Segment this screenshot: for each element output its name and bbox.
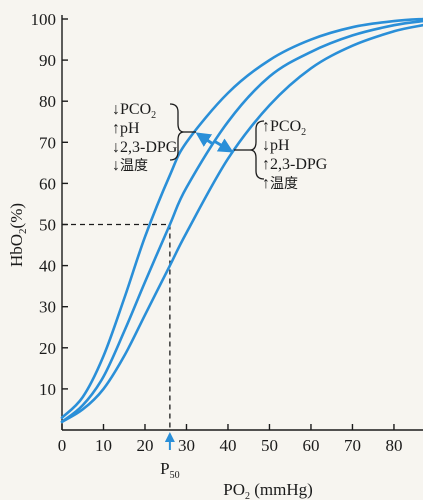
p50-label-base: P (160, 459, 169, 478)
y-tick-label: 40 (39, 257, 56, 276)
right-shift-annotation: ↑PCO2 ↓pH ↑2,3-DPG ↑温度 (234, 118, 328, 192)
left-factor-1: PCO (120, 101, 151, 118)
y-tick-label: 70 (39, 133, 56, 152)
right-annotation-line-4: ↑温度 (262, 175, 298, 192)
right-annotation-brace (249, 120, 265, 180)
p50-label-sub: 50 (170, 470, 180, 481)
x-tick-label: 0 (58, 436, 67, 455)
y-tick-label: 30 (39, 298, 56, 317)
x-axis-label: PO2 (mmHg) (223, 480, 313, 500)
dissociation-curves (60, 17, 423, 424)
y-axis-ticks: 10 20 30 40 50 60 70 80 90 100 (31, 10, 68, 399)
x-tick-label: 80 (385, 436, 402, 455)
left-arrow-1: ↓ (112, 101, 120, 118)
x-tick-label: 60 (302, 436, 319, 455)
y-tick-label: 10 (39, 380, 56, 399)
right-factor-1: PCO (270, 118, 301, 135)
dissociation-curve-2 (60, 19, 423, 424)
right-annotation-line-3: ↑2,3-DPG (262, 156, 328, 173)
dissociation-curve-1 (60, 17, 423, 419)
left-shift-annotation: ↓PCO2 ↑pH ↓2,3-DPG ↓温度 (112, 101, 196, 174)
y-axis-label-rest: (%) (7, 203, 26, 228)
x-tick-label: 50 (261, 436, 278, 455)
right-factor-3: 2,3-DPG (270, 156, 328, 173)
y-tick-label: 90 (39, 51, 56, 70)
left-annotation-line-4: ↓温度 (112, 157, 148, 174)
x-axis-ticks: 0 10 20 30 40 50 60 70 80 (58, 424, 402, 455)
right-arrow-2: ↓ (262, 137, 270, 154)
right-shift-arrow (213, 138, 234, 153)
left-annotation-line-1: ↓PCO2 (112, 101, 156, 121)
left-factor-3: 2,3-DPG (120, 139, 178, 156)
x-tick-label: 40 (219, 436, 236, 455)
x-tick-label: 20 (136, 436, 153, 455)
right-factor-2: pH (270, 137, 290, 154)
left-annotation-line-3: ↓2,3-DPG (112, 139, 178, 156)
x-axis-label-sub: 2 (245, 491, 250, 500)
y-axis-label-base: HbO (7, 234, 26, 267)
left-shift-arrow (195, 132, 214, 147)
x-axis-label-base: PO (223, 480, 245, 499)
right-arrow-4: ↑ (262, 175, 270, 192)
y-tick-label: 80 (39, 92, 56, 111)
left-arrow-2: ↑ (112, 120, 120, 137)
x-tick-label: 70 (344, 436, 361, 455)
x-axis-label-rest: (mmHg) (250, 480, 313, 499)
y-tick-label: 20 (39, 339, 56, 358)
right-factor-1-sub: 2 (301, 127, 306, 138)
right-factor-4: 温度 (270, 176, 298, 192)
y-axis-label-sub: 2 (17, 228, 29, 234)
left-annotation-line-2: ↑pH (112, 120, 140, 137)
left-factor-2: pH (120, 120, 140, 137)
y-tick-label: 60 (39, 174, 56, 193)
right-arrow-1: ↑ (262, 118, 270, 135)
x-tick-label: 10 (95, 436, 112, 455)
y-tick-label: 100 (31, 10, 57, 29)
right-arrow-3: ↑ (262, 156, 270, 173)
right-annotation-line-2: ↓pH (262, 137, 290, 154)
left-arrow-3: ↓ (112, 139, 120, 156)
left-factor-4: 温度 (120, 158, 148, 174)
right-annotation-line-1: ↑PCO2 (262, 118, 306, 138)
y-tick-label: 50 (39, 216, 56, 235)
left-factor-1-sub: 2 (151, 110, 156, 121)
x-tick-label: 30 (178, 436, 195, 455)
dissociation-curve-3 (60, 23, 423, 424)
y-axis-label: HbO2(%) (7, 203, 29, 267)
p50-label: P50 (160, 459, 179, 481)
left-arrow-4: ↓ (112, 157, 120, 174)
